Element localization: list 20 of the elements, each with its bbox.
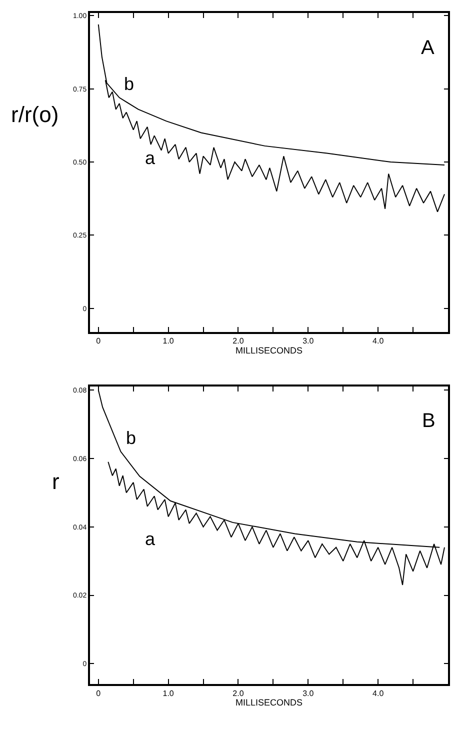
x-tick-label: 1.0 (162, 688, 174, 698)
series-label: b (124, 74, 134, 94)
series-label: a (145, 148, 156, 168)
x-tick-label: 2.0 (232, 688, 244, 698)
x-axis-title: MILLISECONDS (235, 698, 303, 708)
x-tick-label: 1.0 (162, 336, 174, 346)
x-tick-label: 0 (96, 688, 102, 698)
y-axis-title: r/r(o) (11, 102, 59, 127)
series-label: b (126, 428, 136, 448)
annotation: A (421, 37, 435, 59)
x-tick-label: 4.0 (372, 688, 384, 698)
series-label: a (145, 529, 156, 549)
x-tick-label: 4.0 (372, 336, 384, 346)
x-tick-label: 0 (96, 336, 102, 346)
x-axis-title: MILLISECONDS (235, 345, 303, 356)
annotation: B (422, 410, 436, 432)
x-tick-label: 3.0 (302, 688, 314, 698)
y-axis-title: r (52, 469, 60, 494)
x-tick-label: 3.0 (302, 336, 314, 346)
x-tick-label: 2.0 (232, 336, 244, 346)
